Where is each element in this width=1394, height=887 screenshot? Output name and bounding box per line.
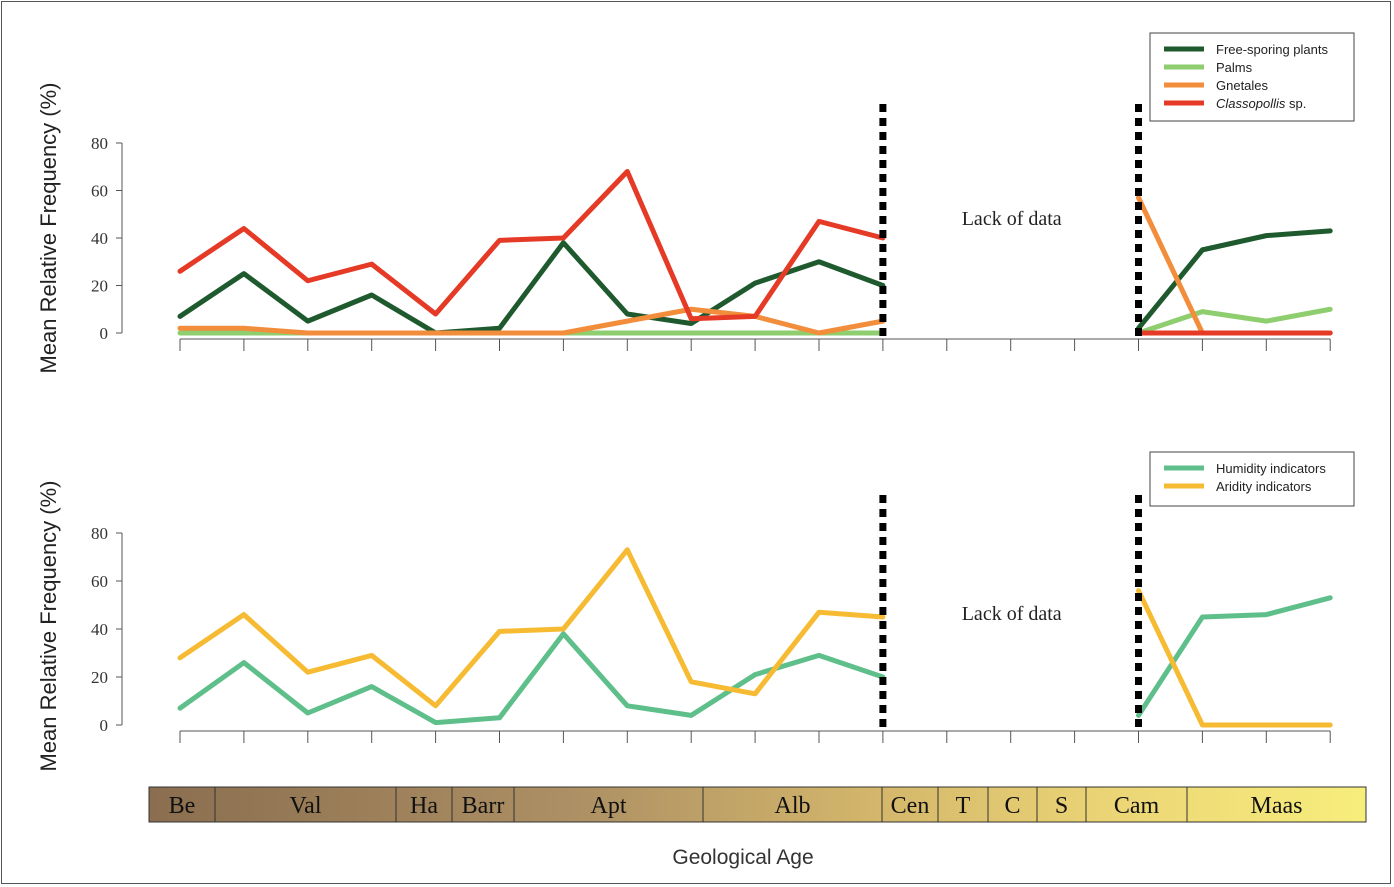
legend: Free-sporing plants Palms Gnetales Classopo… — [1149, 32, 1355, 122]
y-tick-label: 0 — [100, 716, 109, 735]
stage-label: Maas — [1251, 793, 1303, 819]
y-tick-label: 0 — [100, 324, 109, 343]
legend-label: Gnetales — [1216, 78, 1269, 93]
series-line — [177, 169, 886, 322]
y-axis-label: Mean Relative Frequency (%) — [36, 82, 61, 373]
y-tick-label: 40 — [91, 620, 108, 639]
series-line — [177, 240, 886, 336]
series-free-sporing-plants — [177, 228, 1333, 336]
x-axis — [179, 338, 1331, 351]
stage-label: Apt — [591, 793, 627, 819]
series-line — [177, 306, 886, 336]
y-axis: 0 20 40 60 80 — [91, 524, 123, 735]
y-tick-label: 60 — [91, 572, 108, 591]
legend-label: Palms — [1216, 60, 1253, 75]
x-axis-label: Geological Age — [672, 846, 813, 869]
y-tick-label: 40 — [91, 229, 108, 248]
legend-label: Classopollis sp. — [1216, 96, 1306, 111]
stage-bar: Be Val Ha Barr Apt Alb Cen T C S Cam Maas — [148, 786, 1367, 823]
stage-label: Barr — [462, 793, 505, 819]
stage-label: C — [1004, 793, 1020, 819]
legend: Humidity indicators Aridity indicators — [1149, 451, 1355, 507]
series-line — [177, 547, 886, 709]
series-line — [1136, 595, 1333, 718]
chart-panel-1: 0 20 40 60 80 Mean Relative Frequency (%) Lack… — [36, 32, 1355, 374]
y-tick-label: 20 — [91, 277, 108, 296]
stage-bar-background — [148, 786, 1367, 823]
y-tick-label: 80 — [91, 134, 108, 153]
gap-annotation: Lack of data — [962, 208, 1062, 230]
series-line — [1136, 306, 1333, 336]
x-axis — [179, 730, 1331, 743]
gap-annotation: Lack of data — [962, 603, 1062, 625]
stage-label: Cam — [1114, 793, 1160, 819]
legend-label: Humidity indicators — [1216, 461, 1326, 476]
series-classopollis-sp — [177, 169, 1333, 336]
stage-label: S — [1055, 793, 1068, 819]
legend-label: Aridity indicators — [1216, 479, 1312, 494]
series-line — [177, 631, 886, 726]
chart-panel-2: 0 20 40 60 80 Mean Relative Frequency (%) Lack… — [36, 451, 1355, 772]
y-tick-label: 20 — [91, 668, 108, 687]
stage-label: T — [956, 793, 971, 819]
stage-label: Alb — [775, 793, 811, 819]
legend-label: Free-sporing plants — [1216, 42, 1328, 57]
stage-label: Be — [169, 793, 196, 819]
series-aridity-indicators — [177, 547, 1333, 728]
y-tick-label: 80 — [91, 524, 108, 543]
y-axis: 0 20 40 60 80 — [91, 134, 123, 343]
series-humidity-indicators — [177, 595, 1333, 726]
stage-label: Val — [290, 793, 322, 819]
stage-label: Cen — [891, 793, 930, 819]
series-line — [1136, 588, 1333, 728]
stage-label: Ha — [410, 793, 438, 819]
series-line — [1136, 228, 1333, 331]
legend-box — [1149, 451, 1355, 507]
y-axis-label: Mean Relative Frequency (%) — [36, 480, 61, 771]
y-tick-label: 60 — [91, 182, 108, 201]
